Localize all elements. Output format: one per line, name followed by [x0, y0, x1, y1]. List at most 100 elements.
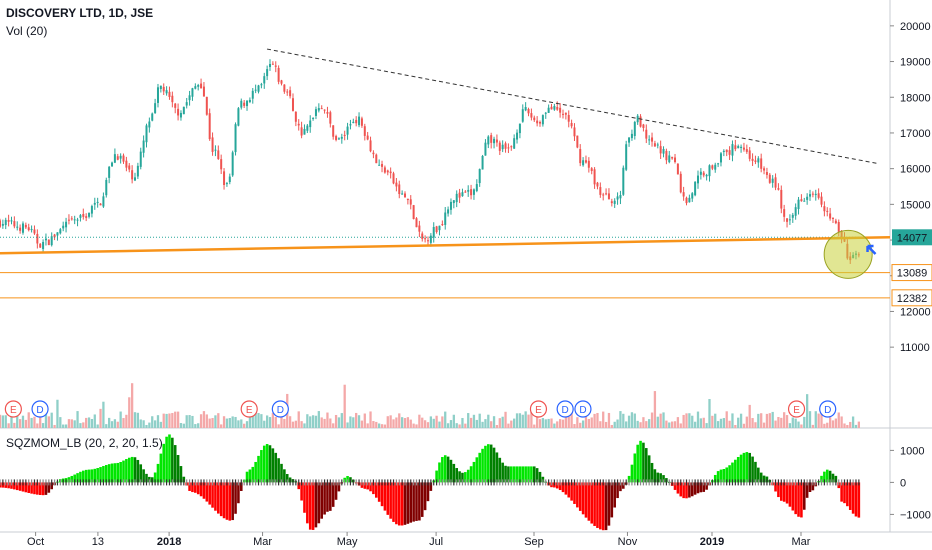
- volume-bar: [613, 421, 616, 428]
- momentum-bar: [47, 482, 51, 493]
- momentum-bar: [731, 462, 734, 483]
- candle-body: [404, 193, 407, 198]
- candle-body: [332, 125, 335, 137]
- squeeze-dot: [171, 479, 173, 486]
- volume-bar: [21, 415, 25, 428]
- candle-body: [464, 191, 467, 193]
- oscillator-axis-label: 0: [900, 477, 906, 489]
- momentum-bar: [834, 475, 838, 483]
- squeeze-dot: [68, 479, 70, 486]
- candle-body: [544, 112, 547, 114]
- candle-body: [806, 196, 809, 200]
- momentum-bar: [469, 466, 473, 483]
- volume-bar: [41, 423, 45, 428]
- candle-body: [65, 221, 68, 228]
- volume-bar: [843, 423, 846, 428]
- candle-body: [809, 194, 812, 197]
- squeeze-dot: [56, 479, 59, 486]
- price-axis-label: 12000: [900, 306, 931, 318]
- momentum-bar: [458, 471, 461, 483]
- squeeze-dot: [255, 479, 257, 486]
- volume-bar: [521, 414, 524, 428]
- volume-bar: [633, 413, 636, 428]
- squeeze-dot: [499, 479, 501, 486]
- candle-body: [188, 95, 191, 101]
- volume-bar: [567, 416, 570, 428]
- volume-bar: [392, 419, 395, 428]
- volume-bar: [806, 394, 809, 428]
- squeeze-dot: [622, 479, 624, 486]
- momentum-bar: [214, 482, 217, 511]
- volume-bar: [484, 419, 487, 428]
- squeeze-dot: [217, 479, 219, 486]
- squeeze-dot: [806, 479, 808, 486]
- squeeze-dot: [849, 479, 851, 486]
- candle-body: [177, 108, 180, 116]
- momentum-bar: [329, 482, 332, 511]
- squeeze-dot: [611, 479, 613, 486]
- momentum-bar: [570, 482, 573, 501]
- volume-bar: [441, 416, 444, 428]
- squeeze-dot: [550, 479, 553, 486]
- candle-body: [111, 162, 114, 167]
- squeeze-dot: [516, 479, 518, 486]
- momentum-bar: [222, 482, 226, 519]
- squeeze-dot: [131, 479, 133, 486]
- candle-body: [774, 177, 777, 188]
- volume-bar: [122, 418, 125, 428]
- squeeze-dot: [280, 479, 283, 486]
- candle-body: [817, 193, 820, 198]
- momentum-bar: [441, 457, 444, 483]
- volume-bar: [728, 420, 731, 428]
- volume-bar: [314, 415, 318, 428]
- squeeze-dot: [746, 479, 748, 486]
- candle-body: [257, 85, 260, 92]
- squeeze-dot: [76, 479, 79, 486]
- candle-body: [33, 229, 36, 234]
- momentum-bar: [84, 469, 88, 483]
- candle-body: [834, 220, 837, 224]
- candle-body: [271, 63, 274, 65]
- momentum-bar: [73, 474, 76, 483]
- squeeze-dot: [278, 479, 280, 486]
- momentum-bar: [15, 482, 19, 491]
- momentum-bar: [400, 482, 404, 526]
- momentum-bar: [36, 482, 39, 495]
- squeeze-dot: [461, 479, 464, 486]
- squeeze-dot: [691, 479, 693, 486]
- squeeze-dot: [283, 479, 285, 486]
- candle-body: [406, 198, 409, 201]
- earnings-marker: [4, 400, 22, 418]
- volume-bar: [576, 417, 579, 428]
- squeeze-dot: [214, 479, 217, 486]
- squeeze-dot: [332, 479, 334, 486]
- squeeze-dot: [634, 479, 636, 486]
- squeeze-dot: [97, 479, 99, 486]
- squeeze-dot: [593, 479, 596, 486]
- volume-bar: [412, 423, 415, 428]
- volume-bar: [156, 415, 160, 428]
- squeeze-dot: [237, 479, 240, 486]
- squeeze-dot: [473, 479, 475, 486]
- momentum-bar: [452, 463, 456, 483]
- squeeze-dot: [525, 479, 527, 486]
- squeeze-dot: [680, 479, 682, 486]
- volume-bar: [596, 412, 599, 428]
- volume-bar: [625, 421, 628, 428]
- candle-body: [530, 113, 533, 118]
- squeeze-dot: [674, 479, 676, 486]
- momentum-bar: [774, 482, 777, 492]
- candle-body: [823, 206, 826, 212]
- momentum-bar: [725, 467, 729, 483]
- momentum-bar: [127, 457, 131, 483]
- candle-body: [217, 150, 220, 160]
- candle-body: [260, 84, 263, 86]
- squeeze-dot: [85, 479, 87, 486]
- volume-bar: [648, 419, 651, 428]
- volume-bar: [87, 417, 91, 428]
- squeeze-dot: [743, 479, 745, 486]
- squeeze-dot: [596, 479, 599, 486]
- squeeze-dot: [717, 479, 719, 486]
- momentum-bar: [225, 482, 229, 520]
